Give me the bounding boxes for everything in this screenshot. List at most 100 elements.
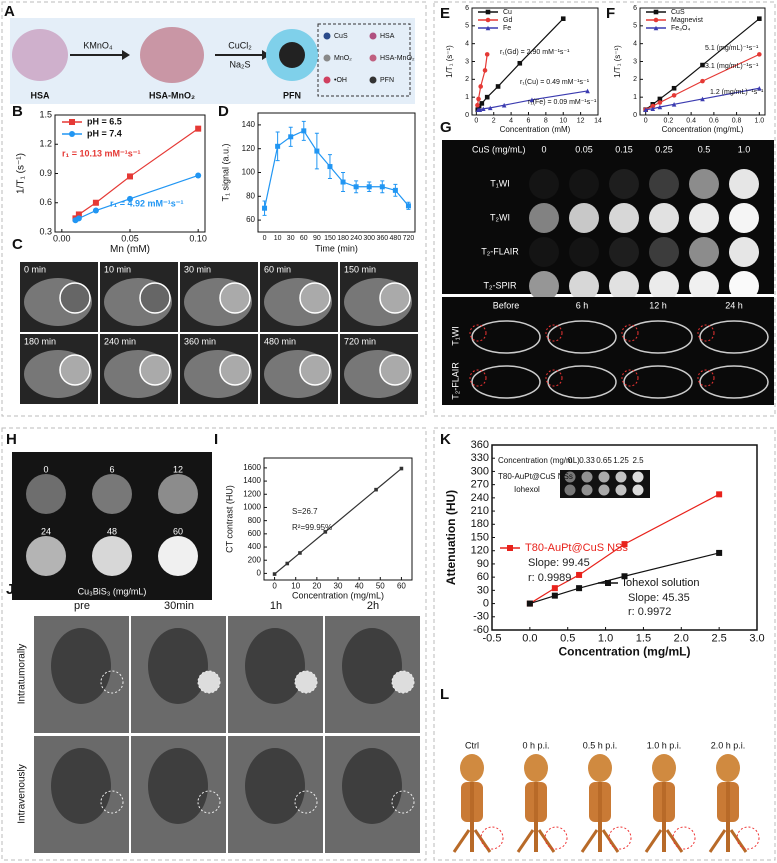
- inset-concentration: 2.5: [632, 456, 644, 465]
- legend-label: pH = 6.5: [87, 116, 122, 126]
- phantom-well: [92, 536, 132, 576]
- tumor-outline: [545, 324, 563, 342]
- leg: [452, 829, 471, 853]
- leg: [665, 829, 684, 853]
- panel-border: [1, 1, 427, 417]
- tumor-outline: [100, 670, 124, 694]
- row-label: T₁WI: [450, 326, 460, 346]
- concentration-label: 0: [43, 464, 48, 474]
- y-tick-label: 5: [465, 23, 469, 30]
- point: [75, 211, 82, 218]
- y-tick-label: 2: [633, 76, 637, 83]
- x-tick-label: 10: [291, 582, 300, 591]
- sequence-label: T₂-SPIR: [484, 280, 517, 290]
- point: [643, 107, 648, 112]
- phantom-well: [609, 271, 639, 301]
- leg: [708, 829, 727, 853]
- point: [195, 125, 202, 132]
- y-tick-label: 5: [633, 23, 637, 30]
- phantom-well: [158, 536, 198, 576]
- point: [75, 215, 82, 222]
- panel-label: D: [218, 103, 229, 120]
- inset-title: Concentration (mg/mL): [498, 456, 580, 465]
- leg: [580, 829, 599, 853]
- phantom-well: [569, 169, 599, 199]
- row-label: T₂-FLAIR: [450, 362, 460, 400]
- point: [288, 134, 294, 140]
- legend-label: Iohexol solution: [623, 577, 699, 589]
- timepoint-label: 0 h p.i.: [522, 740, 549, 750]
- point: [340, 179, 346, 185]
- plot-frame: [257, 112, 416, 233]
- legend-label: Cu: [503, 9, 512, 16]
- point: [285, 561, 290, 566]
- phantom-well: [649, 203, 679, 233]
- point: [501, 102, 507, 108]
- concentration-label: 48: [107, 526, 117, 536]
- inset-well: [564, 471, 576, 483]
- x-tick-label: 0: [263, 235, 267, 242]
- x-axis-label: Concentration (mM): [500, 125, 571, 134]
- point: [392, 187, 398, 193]
- time-label: 0 min: [24, 264, 46, 274]
- tumor-outline: [672, 826, 696, 850]
- panel-border: [1, 427, 427, 861]
- timepoint-label: 1.0 h p.i.: [647, 740, 682, 750]
- point: [275, 143, 281, 149]
- time-label: 240 min: [104, 336, 136, 346]
- x-tick-label: 0.2: [664, 117, 674, 124]
- point: [757, 16, 762, 21]
- phantom-well: [609, 237, 639, 267]
- point: [374, 487, 378, 492]
- point: [621, 541, 628, 548]
- y-tick-label: -60: [473, 624, 489, 636]
- point: [576, 585, 583, 592]
- x-tick-label: 12: [577, 117, 585, 124]
- y-tick-label: 3: [633, 58, 637, 65]
- point: [700, 78, 705, 84]
- scheme-icon: [323, 76, 331, 84]
- x-tick-label: 150: [324, 235, 336, 242]
- inset-concentration: 0.33: [579, 456, 595, 465]
- tumor-outline: [219, 354, 251, 386]
- concentration-label: 0: [541, 144, 546, 154]
- y-tick-label: 0.9: [39, 168, 52, 178]
- concentration-label: 1.0: [738, 144, 751, 154]
- scheme-legend-box: [317, 23, 411, 97]
- x-tick-label: 360: [376, 235, 388, 242]
- phantom-well: [729, 169, 759, 199]
- tumor-outline: [480, 826, 504, 850]
- point: [475, 102, 480, 108]
- point: [716, 549, 723, 556]
- tumor-outline: [59, 282, 91, 314]
- point: [298, 551, 302, 555]
- y-axis-label: 1/T₁ (s⁻¹): [613, 45, 622, 78]
- y-tick-label: 2: [465, 76, 469, 83]
- time-label: 30 min: [184, 264, 211, 274]
- tumor-outline: [379, 282, 411, 314]
- phantom-well: [158, 474, 198, 514]
- legend-label: pH = 7.4: [87, 128, 122, 138]
- point: [487, 105, 493, 111]
- panel-label: J: [6, 581, 14, 598]
- x-tick-label: 3.0: [749, 633, 764, 645]
- legend-label: Magnevist: [671, 17, 703, 24]
- ct-thorax: [342, 748, 402, 824]
- x-tick-label: 60: [397, 582, 406, 591]
- y-tick-label: 800: [248, 516, 262, 525]
- y-tick-label: 150: [471, 531, 489, 543]
- phantom-well: [649, 169, 679, 199]
- plot-frame: [263, 457, 413, 581]
- x-tick-label: 2.0: [674, 633, 689, 645]
- mouse-body: [699, 320, 769, 354]
- row-label: Intratumorally: [17, 644, 28, 705]
- ct-thorax: [51, 628, 111, 704]
- panel-label: K: [440, 431, 451, 448]
- annotation: 5.1 (mg/mL)⁻¹s⁻¹: [705, 45, 759, 52]
- tumor-outline: [197, 670, 221, 694]
- y-axis-label: CT contrast (HU): [224, 485, 234, 553]
- point: [301, 128, 307, 134]
- inset-well: [564, 484, 576, 496]
- y-tick-label: 330: [471, 452, 489, 464]
- skull: [716, 754, 740, 782]
